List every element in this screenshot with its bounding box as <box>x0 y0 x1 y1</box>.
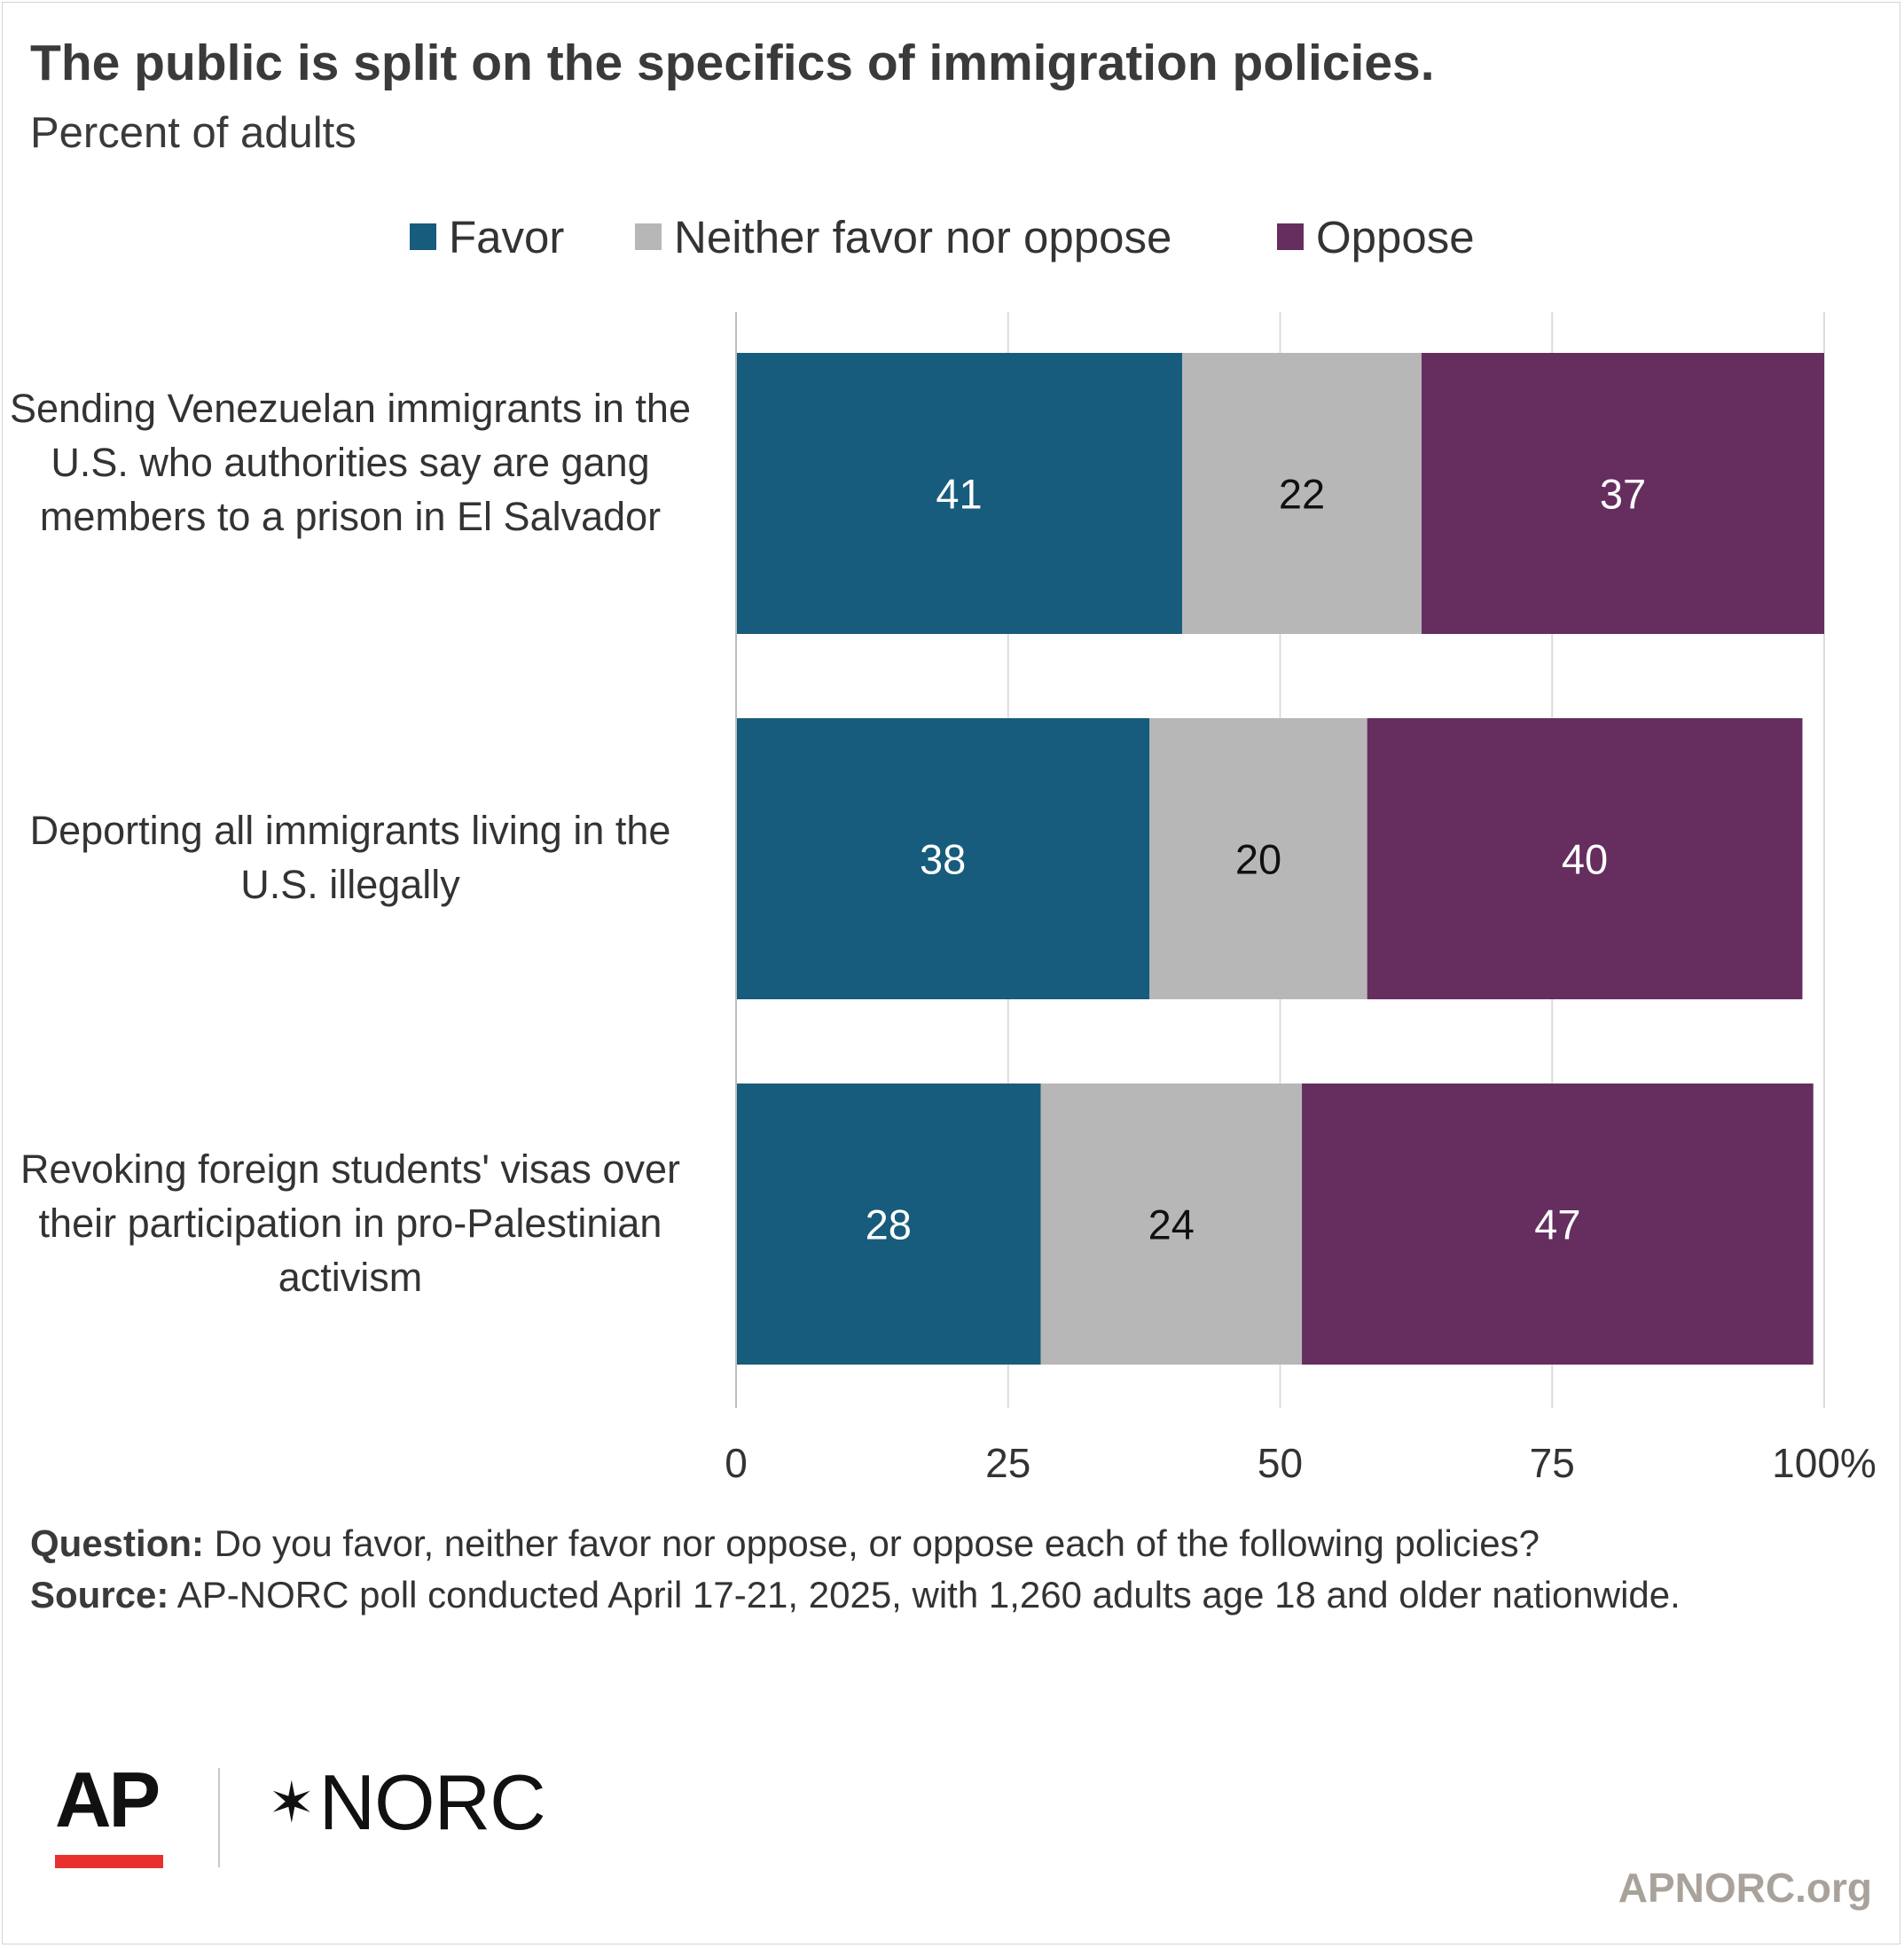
source-text: AP-NORC poll conducted April 17-21, 2025… <box>176 1574 1681 1616</box>
legend-label-neither: Neither favor nor oppose <box>674 211 1172 262</box>
ap-logo: AP <box>55 1756 161 1843</box>
legend-swatch-neither <box>635 223 662 250</box>
x-tick-label: 100% <box>1772 1440 1877 1486</box>
bar-value-label: 20 <box>1235 836 1281 883</box>
legend-swatch-oppose <box>1277 223 1304 250</box>
norc-logo-text: NORC <box>318 1758 546 1846</box>
chart-title: The public is split on the specifics of … <box>30 35 1435 91</box>
legend-item-neither: Neither favor nor oppose <box>635 206 1171 268</box>
bar-segment <box>1367 718 1803 999</box>
bar-segment <box>1149 718 1367 999</box>
bar-segment <box>1040 1084 1303 1365</box>
bar-segment <box>1302 1084 1814 1365</box>
category-label-1: Deporting all immigrants living in the U… <box>29 808 671 907</box>
footnote: Question: Do you favor, neither favor no… <box>30 1518 1875 1621</box>
bar-value-label: 41 <box>936 471 982 518</box>
bar-value-label: 22 <box>1279 471 1325 518</box>
bar-value-label: 28 <box>866 1201 912 1248</box>
chart-legend: Favor Neither favor nor oppose Oppose <box>0 206 1904 268</box>
legend-label-favor: Favor <box>449 211 565 262</box>
bar-value-label: 40 <box>1562 836 1608 883</box>
source-label: Source: <box>30 1574 169 1616</box>
x-tick-label: 25 <box>985 1440 1030 1486</box>
source-note: Source: AP-NORC poll conducted April 17-… <box>30 1569 1875 1621</box>
bar-value-label: 37 <box>1600 471 1646 518</box>
norc-logo: ✶ NORC <box>268 1758 546 1846</box>
question-note: Question: Do you favor, neither favor no… <box>30 1518 1875 1569</box>
legend-item-favor: Favor <box>410 206 564 268</box>
bar-value-label: 47 <box>1534 1201 1580 1248</box>
question-label: Question: <box>30 1522 204 1564</box>
x-tick-label: 50 <box>1258 1440 1303 1486</box>
bar-value-label: 38 <box>920 836 966 883</box>
bar-segment <box>736 1084 1041 1365</box>
category-label-0: Sending Venezuelan immigrants in the U.S… <box>10 386 691 539</box>
legend-label-oppose: Oppose <box>1316 211 1475 262</box>
chart-subtitle: Percent of adults <box>30 109 357 157</box>
legend-item-oppose: Oppose <box>1277 206 1475 268</box>
legend-swatch-favor <box>410 223 436 250</box>
bar-segment <box>1422 353 1824 634</box>
x-tick-label: 0 <box>725 1440 748 1486</box>
norc-star-icon: ✶ <box>268 1771 316 1835</box>
question-text: Do you favor, neither favor nor oppose, … <box>214 1522 1540 1564</box>
bar-segment <box>736 718 1150 999</box>
bar-segment <box>736 353 1183 634</box>
x-tick-label: 75 <box>1530 1440 1575 1486</box>
ap-logo-underline <box>55 1855 163 1868</box>
bar-value-label: 24 <box>1148 1201 1195 1248</box>
logo-divider <box>218 1768 220 1867</box>
category-label-2: Revoking foreign students' visas over th… <box>20 1146 680 1300</box>
site-url: APNORC.org <box>1618 1865 1872 1911</box>
bar-segment <box>1182 353 1422 634</box>
